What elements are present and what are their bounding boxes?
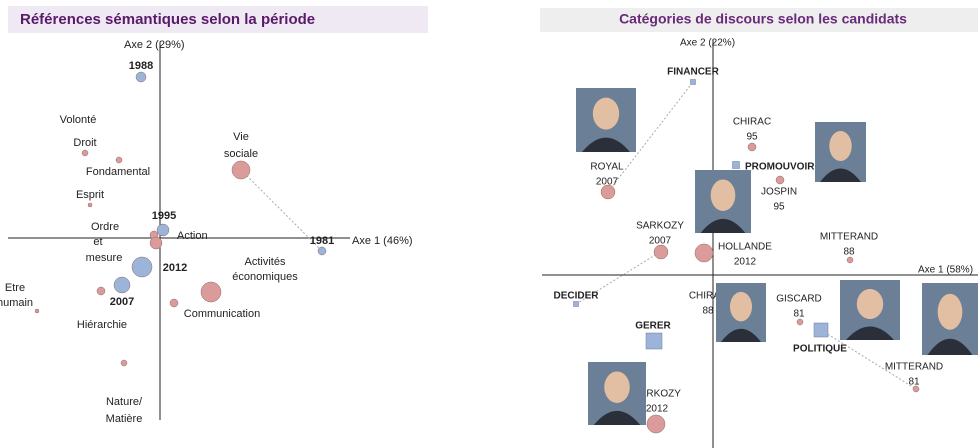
left-title: Références sémantiques selon la période <box>20 11 315 28</box>
point-label: Fondamental <box>86 166 150 178</box>
point-label: 2012 <box>646 404 669 415</box>
point-label: POLITIQUE <box>793 344 847 355</box>
point-label: 1981 <box>310 235 334 247</box>
dot <box>647 415 665 433</box>
dot <box>82 150 88 156</box>
point-label: JOSPIN <box>761 187 797 198</box>
point-label: 95 <box>773 202 785 213</box>
photo-face <box>730 292 752 322</box>
dot <box>97 287 105 295</box>
point-label: Etre <box>5 282 25 294</box>
point-label: 1988 <box>129 60 153 72</box>
point-label: 2012 <box>734 257 757 268</box>
dot <box>318 247 326 255</box>
point-label: ROYAL <box>590 162 624 173</box>
point-label: économiques <box>232 271 298 283</box>
point-label: PROMOUVOIR <box>745 162 815 173</box>
photo-face <box>593 98 619 130</box>
point-label: Hiérarchie <box>77 319 127 331</box>
point-label: MITTERAND <box>885 362 943 373</box>
dot <box>116 157 122 163</box>
point-label: Volonté <box>60 114 97 126</box>
axis-label: Axe 2 (29%) <box>124 39 185 51</box>
photo-face <box>829 131 851 161</box>
dot <box>132 257 152 277</box>
dot <box>157 224 169 236</box>
point-label: 2007 <box>110 296 134 308</box>
right-title: Catégories de discours selon les candida… <box>619 11 907 27</box>
dot <box>114 277 130 293</box>
point-label: SARKOZY <box>636 221 684 232</box>
dot <box>201 282 221 302</box>
photo-face <box>604 371 630 403</box>
dot <box>797 319 803 325</box>
axis-label: Axe 1 (46%) <box>352 235 413 247</box>
axis-label: Axe 1 (58%) <box>918 265 973 276</box>
photo-face <box>711 179 736 211</box>
dot <box>88 203 92 207</box>
point-label: humain <box>0 297 33 309</box>
point-label: 2012 <box>163 262 187 274</box>
dot <box>150 237 162 249</box>
square <box>574 302 579 307</box>
dot <box>695 244 713 262</box>
point-label: 1995 <box>152 210 176 222</box>
page: Références sémantiques selon la période … <box>0 0 978 448</box>
point-label: Activités <box>245 256 286 268</box>
square <box>691 80 696 85</box>
square <box>646 333 662 349</box>
point-label: sociale <box>224 148 258 160</box>
dot <box>654 245 668 259</box>
point-label: Vie <box>233 131 249 143</box>
point-label: Action <box>177 230 208 242</box>
point-label: Ordre <box>91 221 119 233</box>
point-label: DECIDER <box>553 291 599 302</box>
dot <box>748 143 756 151</box>
point-label: 88 <box>843 247 855 258</box>
point-label: 81 <box>793 309 805 320</box>
point-label: Matière <box>106 413 143 425</box>
dot <box>136 72 146 82</box>
dot <box>170 299 178 307</box>
photo-face <box>938 294 963 330</box>
point-label: Esprit <box>76 189 104 201</box>
point-label: 81 <box>908 377 920 388</box>
dot <box>847 257 853 263</box>
point-label: 2007 <box>649 236 672 247</box>
point-label: mesure <box>86 252 123 264</box>
point-label: CHIRAC <box>733 117 771 128</box>
point-label: Nature/ <box>106 396 143 408</box>
point-label: FINANCER <box>667 67 719 78</box>
dot <box>776 176 784 184</box>
point-label: GISCARD <box>776 294 822 305</box>
point-label: Communication <box>184 308 260 320</box>
point-label: 88 <box>702 306 714 317</box>
point-label: et <box>93 236 102 248</box>
square <box>733 162 740 169</box>
dot <box>232 161 250 179</box>
dot <box>121 360 127 366</box>
point-label: HOLLANDE <box>718 242 772 253</box>
axis-label: Axe 2 (22%) <box>680 38 735 49</box>
dot <box>35 309 39 313</box>
square <box>814 323 828 337</box>
photo-face <box>857 289 883 319</box>
point-label: Droit <box>73 137 96 149</box>
point-label: 2007 <box>596 177 619 188</box>
point-label: 95 <box>746 132 758 143</box>
point-label: GERER <box>635 321 671 332</box>
point-label: MITTERAND <box>820 232 878 243</box>
